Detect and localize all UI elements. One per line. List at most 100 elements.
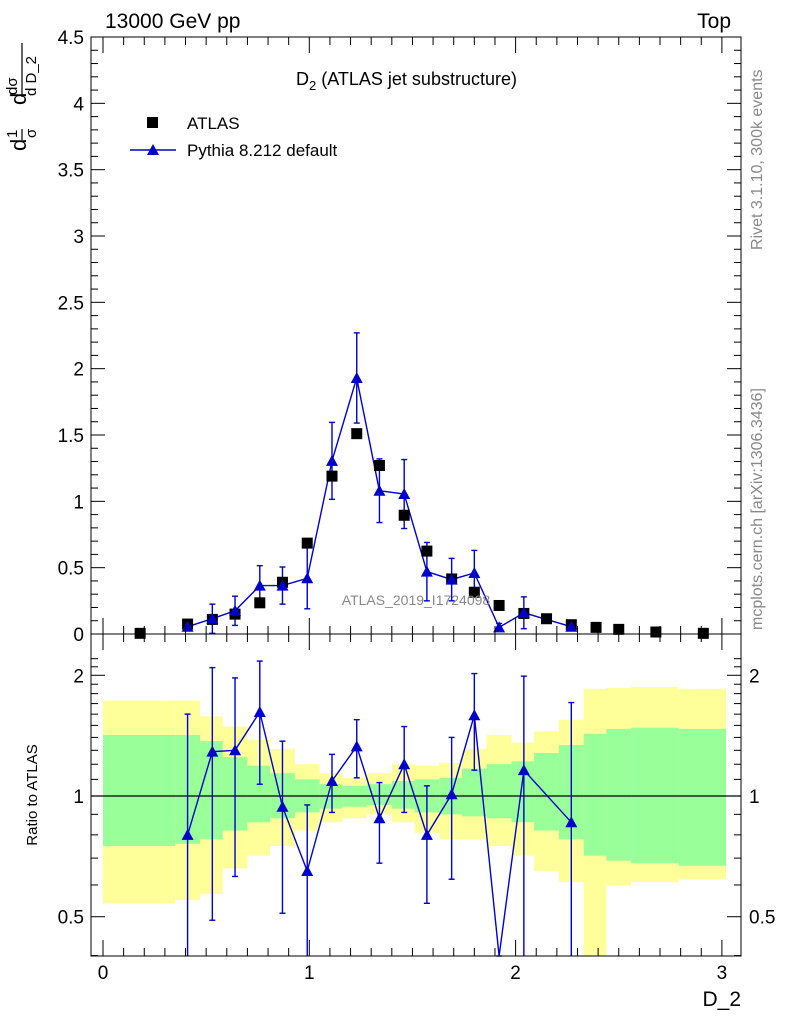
ratio-series-line — [186, 710, 572, 957]
ratio-band-inner-bin — [583, 733, 607, 856]
atlas-data-point — [254, 597, 266, 609]
atlas-data-point — [590, 621, 602, 633]
pythia-point — [276, 579, 289, 591]
pythia-point — [445, 573, 458, 585]
pythia-point — [468, 566, 481, 578]
main-y-tick-label: 2 — [73, 360, 84, 381]
ratio-point — [445, 788, 458, 800]
atlas-data-point — [468, 586, 480, 598]
atlas-data-point — [650, 626, 662, 638]
ratio-band-inner-bin — [247, 765, 271, 823]
atlas-data-point — [421, 545, 433, 557]
ratio-point — [517, 764, 530, 776]
pythia-point — [206, 612, 219, 624]
main-y-tick-label: 3 — [73, 227, 84, 248]
pythia-point — [565, 620, 578, 632]
ratio-band-inner-bin — [103, 734, 176, 847]
ratio-band-inner-bin — [606, 728, 632, 861]
x-tick-label: 0 — [98, 963, 109, 984]
pythia-point — [517, 606, 530, 618]
ratio-y-tick-label-right: 1 — [749, 787, 760, 808]
atlas-data-point — [373, 460, 385, 472]
ratio-y-tick-label-left: 0.5 — [58, 908, 84, 929]
mcplots-reference-label: mcplots.cern.ch [arXiv:1306.3436] — [749, 388, 766, 630]
ratio-point — [229, 744, 242, 756]
ratio-band-inner-bin — [678, 728, 727, 866]
ratio-band-inner-bin — [461, 768, 487, 817]
plot-title: D2 (ATLAS jet substructure) — [296, 69, 517, 93]
ratio-panel: 0.5 0.5 1 1 2 2 0 1 2 3 Ratio to ATLAS D_2 — [24, 633, 775, 1011]
pythia-point — [420, 565, 433, 577]
ratio-point — [325, 774, 338, 786]
ratio-y-tick-label-right: 2 — [749, 666, 760, 687]
x-tick-label: 3 — [717, 963, 728, 984]
ratio-band-inner-bin — [486, 764, 512, 819]
atlas-data-point — [697, 627, 709, 639]
rivet-version-label: Rivet 3.1.10, 300k events — [749, 69, 766, 250]
svg-text:dσ: dσ — [4, 77, 21, 95]
ratio-point — [565, 816, 578, 828]
ratio-point — [420, 828, 433, 840]
ratio-point — [350, 740, 363, 752]
pythia-point — [181, 620, 194, 632]
main-y-tick-label: 1 — [73, 492, 84, 513]
x-tick-label: 2 — [510, 963, 521, 984]
atlas-data-point — [493, 599, 505, 611]
x-axis-label: D_2 — [702, 988, 741, 1011]
pythia-point — [325, 454, 338, 466]
header-process-label: Top — [697, 10, 731, 33]
legend: ATLAS Pythia 8.212 default — [130, 114, 338, 160]
header-energy-label: 13000 GeV pp — [105, 10, 240, 33]
svg-text:d: d — [6, 93, 31, 105]
legend-pythia-marker — [147, 144, 159, 155]
pythia-point — [229, 604, 242, 616]
pythia-point — [373, 484, 386, 496]
main-y-axis-label: d 1 σ d dσ d D_2 — [4, 43, 40, 151]
ratio-point — [206, 745, 219, 757]
atlas-data-point — [134, 627, 146, 639]
ratio-band-inner-bin — [199, 741, 223, 840]
pythia-point — [253, 579, 266, 591]
legend-atlas-label: ATLAS — [187, 114, 240, 133]
ratio-y-tick-label-left: 2 — [73, 666, 84, 687]
ratio-frame — [90, 633, 742, 957]
main-panel: 0 0.5 1 1.5 2 2.5 3 3.5 4 4.5 d 1 σ d dσ d D_2 D2… — [4, 28, 742, 646]
ratio-band-inner-bin — [391, 780, 415, 809]
atlas-data-point — [351, 428, 363, 440]
svg-text:σ: σ — [23, 128, 40, 138]
atlas-data-point — [301, 537, 313, 549]
atlas-data-point — [541, 613, 553, 625]
analysis-watermark: ATLAS_2019_I1724098 — [342, 592, 491, 608]
atlas-data-point — [398, 509, 410, 521]
ratio-point — [398, 758, 411, 770]
ratio-point — [468, 709, 481, 721]
legend-pythia-label: Pythia 8.212 default — [187, 141, 338, 160]
ratio-point — [181, 828, 194, 840]
svg-text:1: 1 — [4, 130, 21, 138]
svg-text:d: d — [6, 139, 31, 151]
pythia-point — [350, 371, 363, 383]
main-y-tick-label: 4.5 — [58, 28, 84, 49]
ratio-y-tick-label-left: 1 — [73, 787, 84, 808]
main-y-tick-label: 0.5 — [58, 559, 84, 580]
pythia-point — [301, 572, 314, 584]
pythia-point — [398, 488, 411, 500]
pythia-series-line — [187, 377, 572, 629]
ratio-point — [373, 812, 386, 824]
ratio-point — [253, 705, 266, 717]
main-y-tick-label: 2.5 — [58, 293, 84, 314]
ratio-point — [276, 800, 289, 812]
pythia-point — [493, 621, 506, 633]
ratio-band-inner-bin — [534, 753, 559, 831]
atlas-data-point — [326, 470, 338, 482]
svg-text:d D_2: d D_2 — [23, 56, 40, 96]
main-y-tick-label: 4 — [73, 94, 84, 115]
ratio-y-axis-label: Ratio to ATLAS — [24, 744, 41, 845]
main-y-tick-label: 3.5 — [58, 161, 84, 182]
main-y-tick-label: 0 — [73, 625, 84, 646]
ratio-point — [301, 865, 314, 877]
ratio-band-inner-bin — [511, 761, 535, 823]
legend-atlas-marker — [147, 117, 158, 128]
ratio-y-tick-label-right: 0.5 — [749, 908, 775, 929]
